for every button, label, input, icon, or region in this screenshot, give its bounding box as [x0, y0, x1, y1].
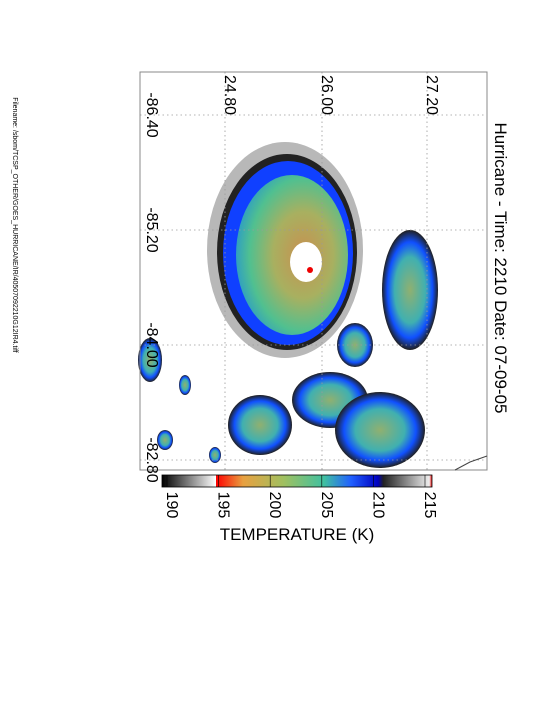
colorbar-tick-label: 190 [163, 492, 180, 519]
colorbar-tick-label: 215 [421, 492, 438, 519]
coastline [454, 455, 488, 471]
map [138, 71, 488, 471]
map-border [139, 71, 488, 471]
lon-label: -84.00 [143, 322, 160, 367]
colorbar-tick-label: 205 [318, 492, 335, 519]
lat-label: 27.20 [423, 75, 440, 115]
colorbar-tick-label: 195 [215, 492, 232, 519]
grid [140, 72, 487, 470]
lon-label: -85.20 [143, 207, 160, 252]
lon-label: -82.80 [143, 437, 160, 482]
lat-label: 26.00 [318, 75, 335, 115]
title: Hurricane - Time: 2210 Date: 07-09-05 [491, 122, 510, 413]
lat-label: 24.80 [221, 75, 238, 115]
colorbar-tick-label: 200 [266, 492, 283, 519]
colorbar [161, 474, 433, 488]
colorbar-label: TEMPERATURE (K) [220, 525, 375, 544]
colorbar-tick-label: 210 [369, 492, 386, 519]
lon-label: -86.40 [143, 92, 160, 137]
filename: Filename: /sbom/TCSP_OTHER/GOES_HURRICAN… [11, 97, 18, 353]
